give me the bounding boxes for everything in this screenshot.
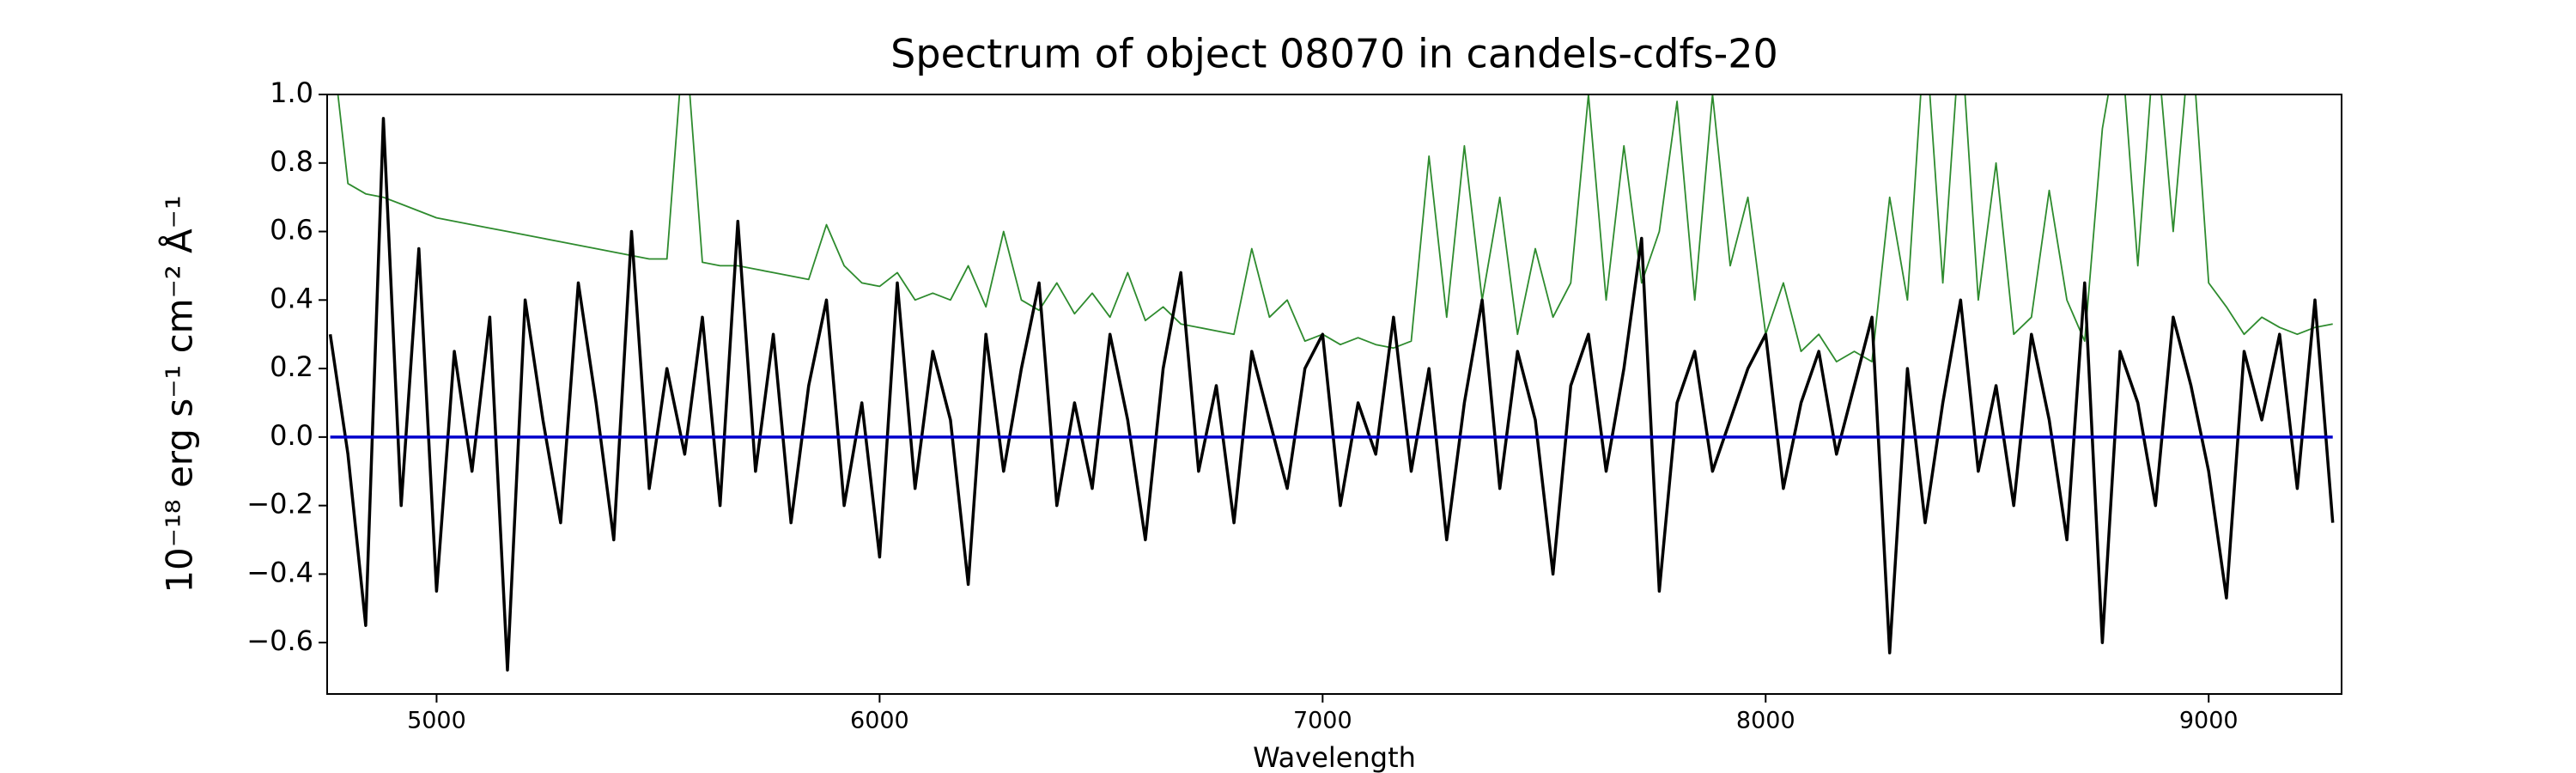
y-axis-label: 10⁻¹⁸ erg s⁻¹ cm⁻² Å⁻¹ xyxy=(158,195,201,593)
y-tick-label: 0.2 xyxy=(270,350,313,383)
x-tick-label: 6000 xyxy=(850,708,909,734)
y-tick-label: 0.0 xyxy=(270,419,313,452)
y-tick-label: 0.4 xyxy=(270,282,313,314)
x-tick-label: 7000 xyxy=(1293,708,1352,734)
x-tick-label: 9000 xyxy=(2179,708,2239,734)
x-axis-label: Wavelength xyxy=(1253,741,1416,773)
chart-title: Spectrum of object 08070 in candels-cdfs… xyxy=(890,31,1778,77)
y-tick-label: −0.2 xyxy=(246,488,313,520)
series-line xyxy=(337,94,2333,362)
y-tick-label: −0.4 xyxy=(246,556,313,588)
y-tick-label: 0.8 xyxy=(270,145,313,178)
y-tick-label: 0.6 xyxy=(270,214,313,247)
x-tick-label: 5000 xyxy=(407,708,466,734)
x-tick-label: 8000 xyxy=(1736,708,1795,734)
y-tick-label: −0.6 xyxy=(246,624,313,657)
series-line xyxy=(328,117,2335,672)
plot-frame xyxy=(326,94,2342,695)
plot-area xyxy=(328,94,2335,672)
y-tick-label: 1.0 xyxy=(270,76,313,109)
